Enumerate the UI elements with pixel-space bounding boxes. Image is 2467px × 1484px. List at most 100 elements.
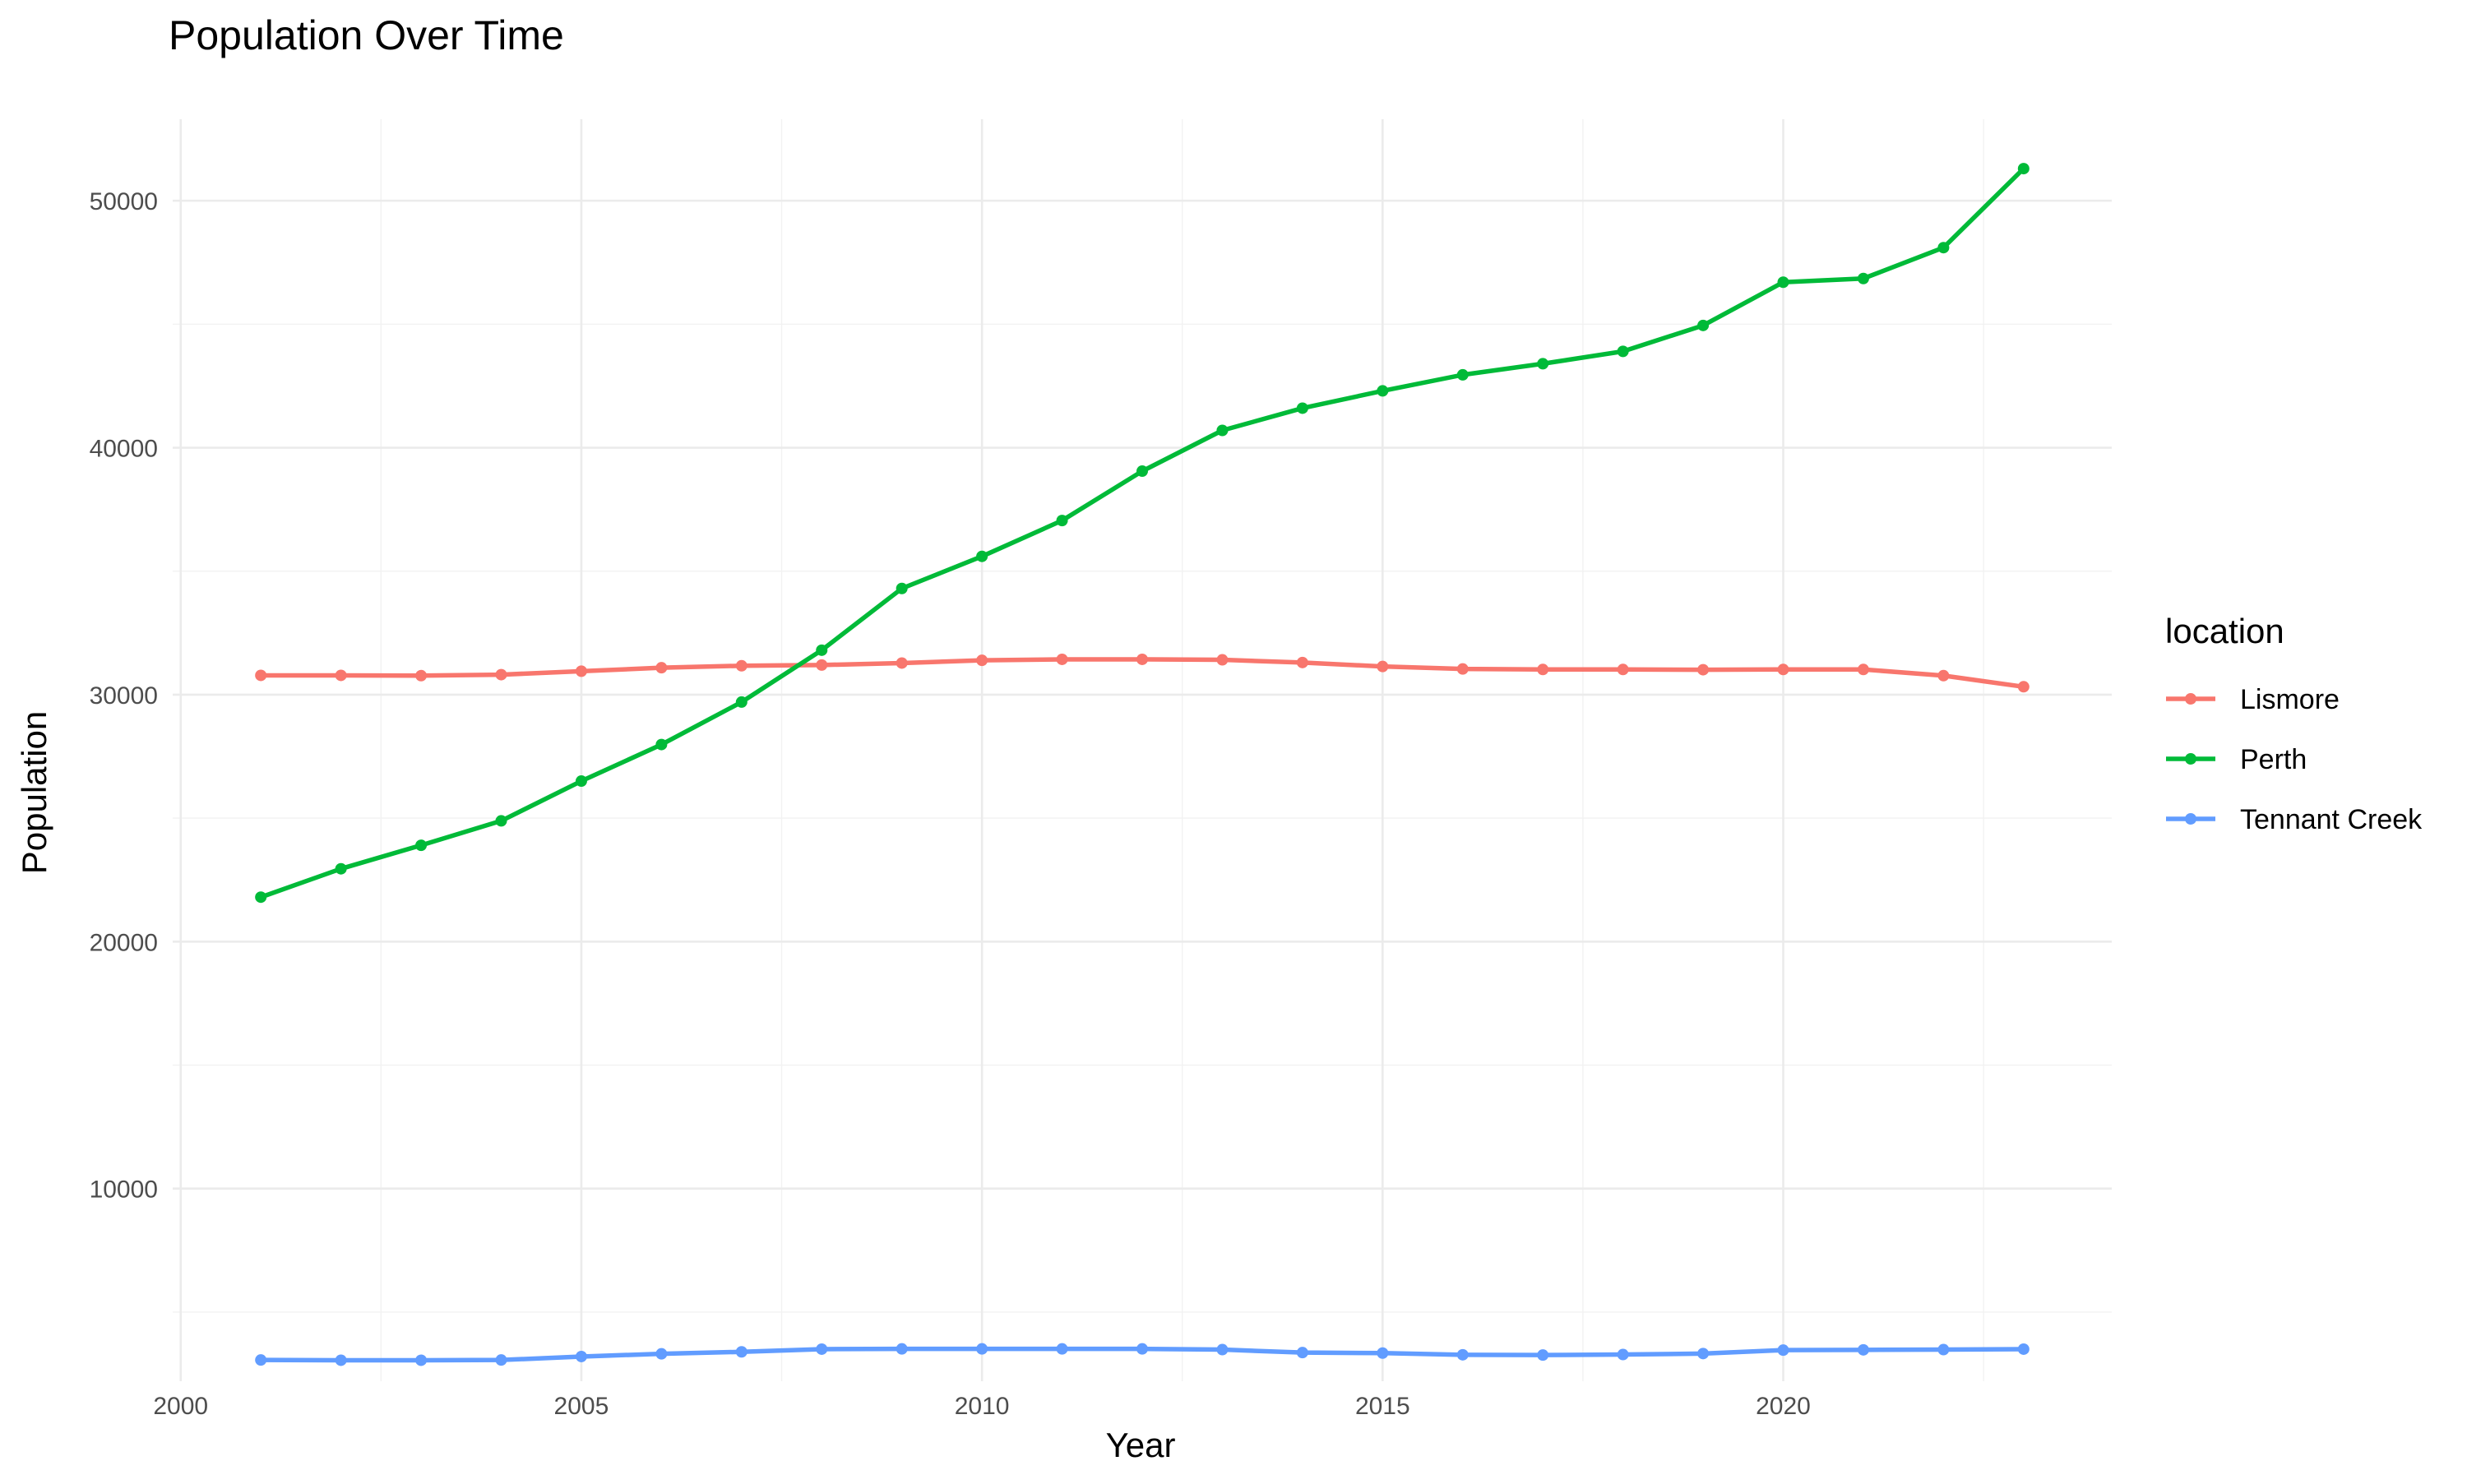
y-tick-label: 50000: [90, 188, 158, 215]
data-point-tennant-creek: [1216, 1343, 1229, 1356]
chart-title: Population Over Time: [169, 12, 564, 58]
data-point-lismore: [2017, 681, 2030, 693]
data-point-tennant-creek: [2017, 1343, 2030, 1355]
data-point-tennant-creek: [415, 1354, 428, 1366]
series-line-perth: [258, 166, 2026, 899]
data-point-tennant-creek: [896, 1343, 908, 1355]
data-point-lismore: [1697, 663, 1710, 676]
data-point-tennant-creek: [1537, 1349, 1549, 1361]
data-point-perth: [255, 891, 267, 904]
data-point-lismore: [1777, 663, 1789, 676]
y-tick-label: 10000: [90, 1177, 158, 1204]
data-point-perth: [1456, 368, 1469, 381]
data-point-perth: [415, 839, 428, 852]
data-point-lismore: [495, 668, 507, 681]
data-point-lismore: [1456, 663, 1469, 675]
series-layer: [255, 163, 2030, 1366]
y-tick-label: 30000: [90, 682, 158, 710]
x-tick-label: 2010: [955, 1393, 1010, 1420]
data-point-perth: [2017, 163, 2030, 175]
data-point-perth: [1537, 358, 1549, 370]
x-tick-label: 2005: [554, 1393, 609, 1420]
y-axis-title: Population: [15, 711, 53, 875]
data-point-tennant-creek: [1136, 1343, 1148, 1355]
data-point-tennant-creek: [1456, 1348, 1469, 1361]
data-point-tennant-creek: [1617, 1348, 1629, 1361]
data-point-lismore: [896, 657, 908, 669]
data-point-lismore: [1857, 663, 1869, 676]
y-tick-label: 40000: [90, 436, 158, 463]
data-point-lismore: [1136, 653, 1148, 665]
data-point-lismore: [1377, 660, 1389, 673]
data-point-perth: [816, 644, 828, 656]
x-axis-title: Year: [1106, 1426, 1176, 1464]
data-point-tennant-creek: [1377, 1347, 1389, 1359]
legend-item-lismore: Lismore: [2166, 684, 2340, 715]
data-point-lismore: [1537, 663, 1549, 676]
legend-label: Tennant Creek: [2240, 804, 2423, 835]
x-tick-label: 2020: [1756, 1393, 1811, 1420]
legend-item-tennant-creek: Tennant Creek: [2166, 804, 2423, 835]
data-point-perth: [1777, 276, 1789, 289]
data-point-tennant-creek: [1777, 1344, 1789, 1357]
data-point-tennant-creek: [816, 1343, 828, 1355]
data-point-tennant-creek: [1056, 1343, 1068, 1355]
data-point-perth: [735, 696, 748, 708]
data-point-perth: [1136, 465, 1148, 478]
data-point-perth: [1296, 402, 1308, 414]
series-tennant-creek: [255, 1343, 2030, 1366]
data-point-tennant-creek: [735, 1346, 748, 1358]
series-perth: [255, 163, 2030, 904]
legend-title: location: [2165, 612, 2284, 650]
series-lismore: [255, 653, 2030, 693]
data-point-tennant-creek: [976, 1343, 988, 1355]
data-point-lismore: [1056, 653, 1068, 665]
data-point-lismore: [816, 659, 828, 671]
x-tick-label: 2015: [1355, 1393, 1410, 1420]
data-point-lismore: [1216, 654, 1229, 666]
data-point-perth: [335, 862, 347, 875]
data-point-perth: [1697, 319, 1710, 331]
data-point-lismore: [575, 665, 587, 677]
data-point-lismore: [655, 662, 668, 674]
x-tick-label: 2000: [153, 1393, 208, 1420]
data-point-tennant-creek: [255, 1354, 267, 1366]
data-point-lismore: [976, 654, 988, 667]
data-point-lismore: [335, 669, 347, 682]
data-point-tennant-creek: [1697, 1348, 1710, 1360]
data-point-lismore: [1937, 669, 1950, 682]
legend-swatch-point: [2185, 813, 2196, 825]
legend-label: Lismore: [2240, 684, 2340, 715]
data-point-tennant-creek: [335, 1354, 347, 1366]
data-point-perth: [495, 815, 507, 827]
data-point-perth: [1216, 424, 1229, 437]
legend-swatch-point: [2185, 753, 2196, 765]
data-point-tennant-creek: [575, 1350, 587, 1362]
axes: 2000 2005 2010 2015 2020 10000 20000 30000 40000…: [90, 188, 1811, 1420]
grid: [173, 119, 2112, 1381]
data-point-tennant-creek: [655, 1348, 668, 1360]
y-tick-label: 20000: [90, 929, 158, 956]
data-point-tennant-creek: [495, 1354, 507, 1366]
legend-swatch-point: [2185, 693, 2196, 705]
data-point-tennant-creek: [1857, 1343, 1869, 1356]
data-point-perth: [1937, 242, 1950, 254]
data-point-lismore: [1617, 663, 1629, 676]
data-point-lismore: [735, 659, 748, 672]
data-point-lismore: [1296, 656, 1308, 668]
data-point-perth: [575, 775, 587, 788]
data-point-perth: [655, 738, 668, 751]
data-point-lismore: [255, 669, 267, 682]
data-point-perth: [1056, 515, 1068, 527]
legend-label: Perth: [2240, 744, 2307, 775]
data-point-tennant-creek: [1937, 1343, 1950, 1356]
data-point-perth: [1857, 272, 1869, 284]
legend: location Lismore Perth Tennant Creek: [2165, 612, 2423, 835]
data-point-perth: [1377, 385, 1389, 397]
data-point-lismore: [415, 669, 428, 682]
data-point-perth: [1617, 345, 1629, 358]
data-point-perth: [896, 582, 908, 594]
legend-item-perth: Perth: [2166, 744, 2307, 775]
